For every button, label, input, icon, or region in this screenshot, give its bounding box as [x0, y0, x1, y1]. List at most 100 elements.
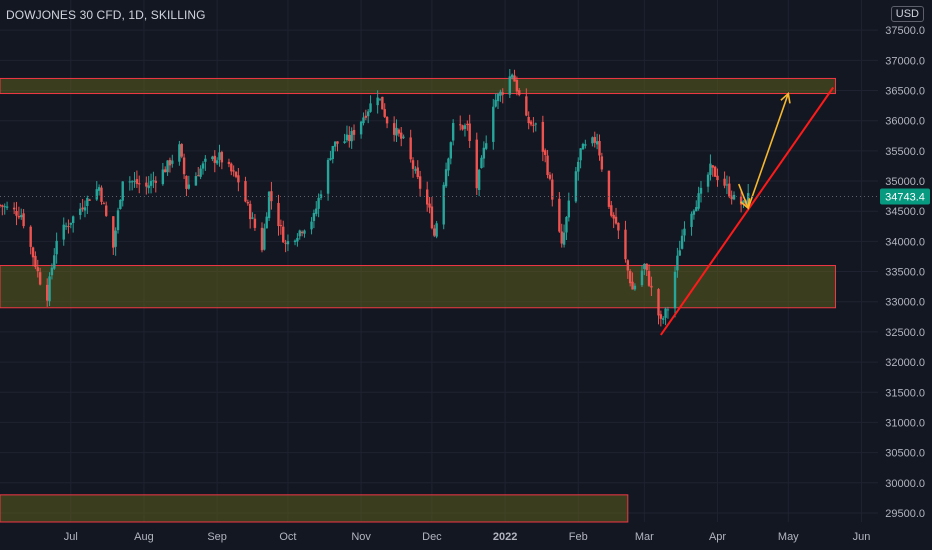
candle-body	[544, 150, 547, 155]
candle-body	[3, 206, 6, 208]
candle-body	[482, 147, 486, 159]
candle-body	[333, 141, 337, 147]
x-tick-label: Feb	[569, 531, 588, 543]
candle-body	[697, 193, 700, 209]
projection-arrow-0[interactable]	[747, 93, 790, 209]
candle-body	[709, 163, 712, 175]
candle-body	[662, 318, 665, 320]
candle-body	[79, 208, 82, 215]
last-price-badge	[880, 188, 930, 205]
candle-body	[277, 202, 280, 227]
candle-body	[38, 272, 42, 285]
x-tick-label: Oct	[279, 531, 296, 543]
currency-badge[interactable]: USD	[890, 6, 924, 22]
candle-body	[331, 145, 334, 159]
candle-body	[626, 260, 630, 271]
candle-body	[565, 217, 568, 233]
candle-body	[716, 175, 719, 181]
candle-body	[706, 174, 710, 187]
candle-body	[610, 205, 613, 216]
x-tick-label: Sep	[207, 531, 227, 543]
candle-body	[678, 250, 681, 256]
candle-body	[265, 216, 268, 229]
candle-body	[213, 155, 216, 163]
candle-body	[348, 135, 351, 141]
candle-body	[69, 222, 73, 225]
y-tick-label: 37500.0	[885, 25, 925, 37]
candle-body	[55, 240, 58, 255]
time-axis[interactable]: Jul Aug Sep Oct Nov Dec 2022 Feb Mar Apr May Jun	[64, 531, 871, 543]
candle-body	[577, 161, 580, 172]
candle-body	[409, 137, 412, 160]
candle-body	[133, 180, 136, 182]
candle-body	[220, 152, 224, 163]
candle-body	[204, 158, 207, 162]
candle-body	[215, 160, 219, 164]
candle-body	[527, 116, 530, 124]
trend-line[interactable]	[660, 86, 834, 336]
y-tick-label: 34500.0	[885, 206, 925, 218]
projection-arrow-1[interactable]	[738, 183, 749, 209]
candle-body	[732, 194, 736, 200]
candle-body	[279, 225, 283, 227]
candle-body	[378, 98, 382, 100]
candle-body	[211, 156, 214, 160]
candle-body	[510, 74, 514, 78]
candle-body	[154, 180, 157, 183]
candle-body	[385, 116, 389, 124]
candle-body	[36, 267, 39, 272]
candle-body	[164, 169, 167, 173]
candle-body	[336, 141, 339, 144]
candle-body	[746, 193, 750, 206]
candle-body	[315, 208, 318, 214]
candle-body	[459, 124, 462, 126]
y-tick-label: 33500.0	[885, 267, 925, 279]
candle-body	[600, 156, 604, 170]
candle-body	[628, 271, 632, 284]
candle-body	[723, 178, 726, 186]
y-tick-label: 36000.0	[885, 116, 925, 128]
candle-body	[492, 106, 495, 142]
candle-body	[369, 103, 372, 112]
candle-body	[418, 176, 422, 189]
price-axis[interactable]: 29500.0 30000.0 30500.0 31000.0 31500.0 32000…	[885, 25, 925, 520]
candle-body	[182, 157, 186, 175]
candle-body	[187, 184, 191, 189]
candle-body	[451, 123, 455, 141]
candle-body	[383, 109, 386, 117]
candle-body	[161, 169, 165, 185]
candle-body	[548, 174, 552, 179]
candle-body	[659, 314, 663, 319]
chart-title: DOWJONES 30 CFD, 1D, SKILLING	[6, 8, 206, 22]
candle-body	[442, 184, 445, 225]
candle-body	[676, 255, 679, 271]
candle-body	[728, 183, 731, 197]
candle-body	[230, 163, 233, 172]
candle-body	[121, 181, 124, 201]
candle-body	[359, 121, 363, 135]
candle-body	[411, 160, 415, 169]
candle-body	[433, 228, 436, 236]
candle-body	[397, 129, 401, 134]
candle-body	[232, 170, 235, 172]
candle-body	[178, 144, 181, 162]
candle-body	[312, 213, 316, 221]
candle-body	[525, 96, 528, 116]
x-tick-label: Mar	[635, 531, 654, 543]
candle-body	[244, 181, 247, 202]
candle-body	[130, 181, 134, 183]
candle-body	[692, 210, 696, 215]
candle-body	[541, 121, 545, 152]
candle-body	[128, 181, 132, 183]
y-tick-label: 35000.0	[885, 176, 925, 188]
candle-body	[650, 285, 653, 288]
candle-body	[102, 203, 106, 205]
candle-body	[444, 169, 448, 187]
candle-body	[664, 308, 667, 318]
candle-body	[199, 168, 202, 177]
y-tick-label: 30000.0	[885, 478, 925, 490]
candle-body	[381, 96, 384, 110]
candle-body	[29, 226, 32, 247]
y-tick-label: 29500.0	[885, 508, 925, 520]
